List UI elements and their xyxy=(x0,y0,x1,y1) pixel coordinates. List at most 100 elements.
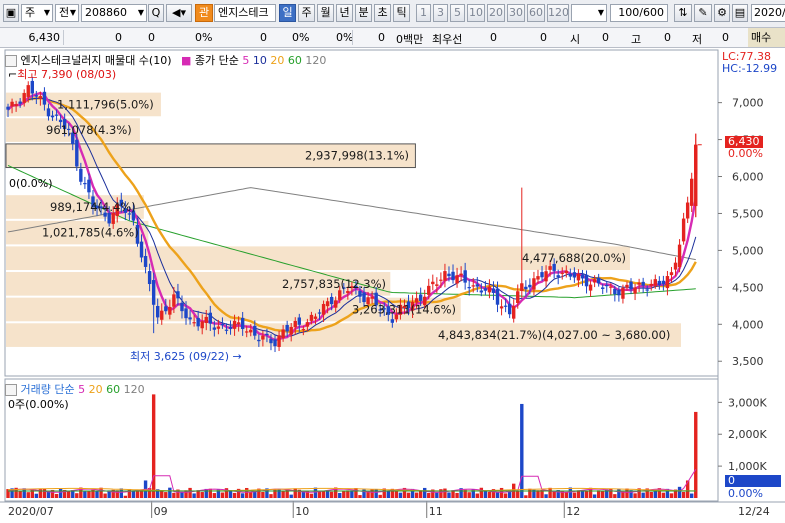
chevron-down-icon: ▼ xyxy=(597,8,604,17)
interval-button-3[interactable]: 3 xyxy=(433,4,448,22)
candle-body xyxy=(455,275,459,284)
stock-code-input[interactable]: 208860 ▼ xyxy=(81,4,147,22)
candle-body xyxy=(592,279,597,283)
candle-body xyxy=(410,301,415,311)
candle-body xyxy=(58,119,63,123)
change-rate: 0% xyxy=(195,31,213,44)
interval-button-5[interactable]: 5 xyxy=(450,4,465,22)
chart-area[interactable]: 3,5004,0004,5005,0005,5006,0006,5007,000… xyxy=(0,48,785,520)
volume-bar xyxy=(657,488,662,498)
ma10-line xyxy=(7,97,697,337)
candle-body xyxy=(435,284,439,286)
volume-bar xyxy=(629,490,633,498)
volume-bar xyxy=(576,490,581,498)
candle-body xyxy=(321,303,326,315)
candle-body xyxy=(520,283,524,291)
drawing-icon[interactable]: ✎ xyxy=(694,4,712,22)
candle-body xyxy=(127,213,132,215)
max-price-text: 최고 7,390 (08/03) xyxy=(17,68,117,81)
period-button-5[interactable]: 초 xyxy=(374,4,391,22)
volume-bar xyxy=(107,490,111,498)
volume-bar xyxy=(273,489,277,498)
interval-button-60[interactable]: 60 xyxy=(527,4,545,22)
change-value: 0 xyxy=(115,31,122,44)
volume-bar xyxy=(277,488,281,498)
low-value: 0 xyxy=(722,31,729,44)
best-ask-label: 최우선 xyxy=(432,33,463,46)
stock-chart[interactable]: 3,5004,0004,5005,0005,5006,0006,5007,000… xyxy=(0,48,785,520)
volume-bar xyxy=(499,487,504,498)
sound-icon[interactable]: ◀▾ xyxy=(166,4,192,22)
volume-bar xyxy=(447,492,451,498)
interval-button-30[interactable]: 30 xyxy=(507,4,525,22)
volume-tick-label: 1,000K xyxy=(728,460,767,473)
volume-profile-label: 4,477,688(20.0%) xyxy=(522,251,626,265)
interval-button-120[interactable]: 120 xyxy=(547,4,569,22)
interval-button-10[interactable]: 10 xyxy=(467,4,485,22)
volume-bar xyxy=(435,492,439,498)
volume-bar xyxy=(245,487,249,498)
candle-body xyxy=(605,284,609,287)
save-icon[interactable]: ▤ xyxy=(732,4,748,22)
interval-button-20[interactable]: 20 xyxy=(487,4,505,22)
indicator-icon[interactable]: ⇅ xyxy=(674,4,692,22)
min-price-text: 최저 3,625 (09/22) xyxy=(130,350,230,363)
volume-bar xyxy=(637,488,641,498)
volume-bar xyxy=(568,487,573,498)
period-button-4[interactable]: 분 xyxy=(355,4,372,22)
candle-body xyxy=(669,272,674,276)
candle-body xyxy=(564,270,568,274)
volume-tick-label: 3,000K xyxy=(728,396,767,409)
settings-icon[interactable]: ⚙ xyxy=(714,4,730,22)
volume-bar xyxy=(548,487,552,498)
volume-bar xyxy=(212,493,217,498)
brand-badge[interactable]: 관 xyxy=(195,4,213,22)
volume-bar xyxy=(236,488,241,498)
candle-body xyxy=(334,300,338,308)
volume-bar xyxy=(131,490,136,498)
candle-body xyxy=(532,278,536,290)
period-button-2[interactable]: 월 xyxy=(317,4,334,22)
search-button[interactable]: Q xyxy=(148,4,164,22)
price-tick-label: 3,500 xyxy=(732,355,764,368)
interval-button-1[interactable]: 1 xyxy=(416,4,431,22)
candle-body xyxy=(54,114,59,116)
candle-body xyxy=(568,273,573,277)
candle-body xyxy=(459,273,463,276)
turnover-rate: 0% xyxy=(336,31,354,44)
interval-input[interactable]: ▼ xyxy=(571,4,607,22)
volume-bar xyxy=(495,491,500,498)
exchange-select[interactable]: 전 ▼ xyxy=(55,4,79,22)
candle-body xyxy=(30,80,34,94)
layout-icon[interactable]: ▣ xyxy=(3,4,19,22)
volume-bar xyxy=(572,492,577,498)
period-button-1[interactable]: 주 xyxy=(298,4,315,22)
period-button-3[interactable]: 년 xyxy=(336,4,353,22)
type-select[interactable]: 주 ▼ xyxy=(21,4,53,22)
volume-bar xyxy=(354,488,358,498)
candle-body xyxy=(261,335,265,340)
volume-legend-ma-20: 20 xyxy=(85,383,103,396)
candle-body xyxy=(99,206,103,209)
volume-bar xyxy=(220,492,225,498)
volume-profile-label: 2,757,835(12.3%) xyxy=(282,277,386,291)
volume-bar xyxy=(459,488,463,498)
candle-body xyxy=(38,96,43,99)
candle-body xyxy=(414,298,419,303)
volume-toggle-icon[interactable] xyxy=(5,384,17,396)
candle-body xyxy=(512,306,516,319)
candle-body xyxy=(111,213,115,224)
candle-body xyxy=(236,322,241,325)
period-button-6[interactable]: 틱 xyxy=(393,4,410,22)
date-input[interactable]: 2020/ xyxy=(751,4,785,22)
volume-bar xyxy=(617,489,621,498)
count-input[interactable]: 100/600 xyxy=(610,4,668,22)
candle-body xyxy=(584,274,589,287)
period-button-0[interactable]: 일 xyxy=(279,4,296,22)
volume-bar xyxy=(204,488,208,498)
volume-bar xyxy=(160,491,164,498)
candle-body xyxy=(487,286,492,293)
candle-body xyxy=(180,302,184,312)
buy-button[interactable]: 매수 xyxy=(748,28,785,47)
current-price: 6,430 xyxy=(28,31,61,44)
